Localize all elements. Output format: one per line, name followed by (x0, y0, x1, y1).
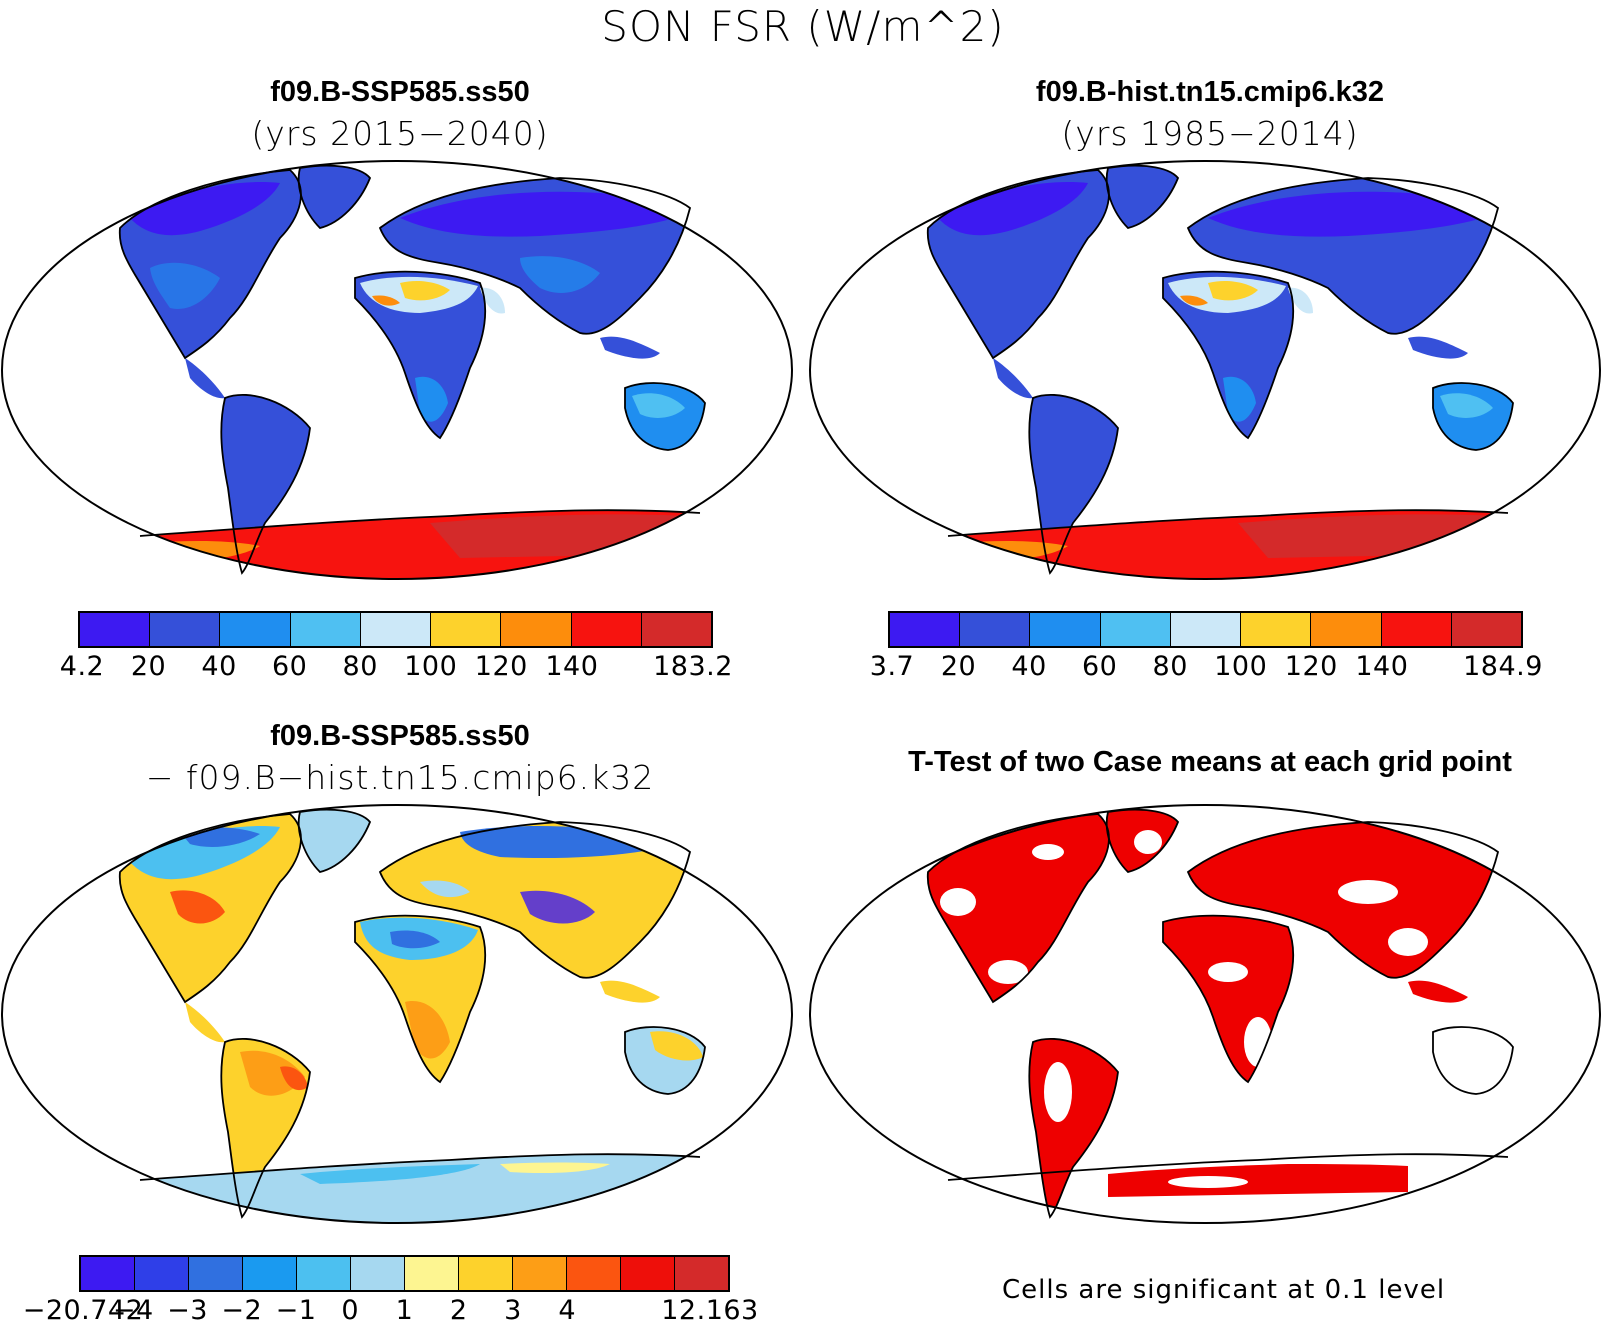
colorbar-segment (80, 613, 151, 646)
colorbar-segment (459, 1257, 513, 1290)
panel1-title: f09.B-SSP585.ss50 (270, 76, 530, 108)
colorbar-tick-label: 120 (1284, 651, 1338, 682)
colorbar-tick-label: 184.9 (1463, 651, 1543, 682)
africa-land (355, 271, 486, 438)
colorbar-segment (1311, 613, 1382, 646)
colorbar-tick-label: 140 (1355, 651, 1409, 682)
colorbar-tick-label: 40 (201, 651, 237, 682)
colorbar-segment (1241, 613, 1312, 646)
colorbar-tick-label: 3 (504, 1295, 522, 1326)
map-panel-2 (809, 160, 1601, 580)
map-panel-4-ttest (809, 804, 1601, 1224)
colorbar-tick-label: 4.2 (59, 651, 105, 682)
significance-note: Cells are significant at 0.1 level (1002, 1275, 1446, 1305)
colorbar-segment (641, 613, 711, 646)
colorbar-tick-label: 1 (395, 1295, 414, 1326)
colorbar-segment (243, 1257, 297, 1290)
colorbar-segment (150, 613, 221, 646)
colorbar-tick-label: 100 (1214, 651, 1268, 682)
colorbar-panel-1 (78, 611, 713, 648)
colorbar-segment (1100, 613, 1171, 646)
panel2-subtitle: (yrs 1985−2014) (1061, 114, 1359, 153)
colorbar-tick-label: 60 (1081, 651, 1118, 682)
colorbar-tick-label: 12.163 (661, 1295, 759, 1326)
colorbar-tick-label: 4 (558, 1295, 577, 1326)
colorbar-tick-label: −2 (221, 1295, 263, 1326)
panel2-title: f09.B-hist.tn15.cmip6.k32 (1035, 76, 1385, 108)
panel3-subtitle: − f09.B−hist.tn15.cmip6.k32 (145, 758, 655, 797)
colorbar-tick-label: 120 (474, 651, 528, 682)
colorbar-segment (189, 1257, 243, 1290)
colorbar-segment (431, 613, 502, 646)
colorbar-segment (675, 1257, 728, 1290)
colorbar-segment (81, 1257, 135, 1290)
colorbar-tick-label: 3.7 (869, 651, 915, 682)
colorbar-segment (960, 613, 1031, 646)
colorbar-segment (351, 1257, 405, 1290)
colorbar-tick-label: 60 (271, 651, 308, 682)
colorbar-tick-label: 183.2 (653, 651, 733, 682)
colorbar-segment (513, 1257, 567, 1290)
colorbar-segment (1030, 613, 1101, 646)
colorbar-tick-label: −1 (275, 1295, 317, 1326)
panel3-title: f09.B-SSP585.ss50 (270, 720, 530, 752)
colorbar-tick-label: −4 (112, 1295, 154, 1326)
colorbar-segment (501, 613, 572, 646)
colorbar-tick-label: 40 (1011, 651, 1047, 682)
colorbar-segment (1381, 613, 1452, 646)
colorbar-tick-label: −20.742 (22, 1295, 144, 1326)
colorbar-tick-label: 20 (130, 651, 167, 682)
panel4-title: T-Test of two Case means at each grid po… (908, 746, 1512, 778)
map-panel-1 (1, 160, 793, 580)
colorbar-tick-label: 140 (545, 651, 599, 682)
greenland-land (298, 165, 370, 228)
colorbar-tick-label: 80 (1152, 651, 1188, 682)
colorbar-segment (135, 1257, 189, 1290)
colorbar-segment (405, 1257, 459, 1290)
colorbar-tick-label: 100 (404, 651, 458, 682)
colorbar-segment (360, 613, 432, 646)
colorbar-segment (621, 1257, 675, 1290)
colorbar-segment (890, 613, 961, 646)
colorbar-tick-label: −3 (167, 1295, 208, 1326)
figure-title: SON FSR (W/m^2) (601, 2, 1005, 51)
colorbar-tick-label: 0 (341, 1295, 360, 1326)
colorbar-tick-label: 2 (449, 1295, 468, 1326)
colorbar-segment (220, 613, 291, 646)
panel1-subtitle: (yrs 2015−2040) (251, 114, 549, 153)
colorbar-tick-label: 80 (342, 651, 378, 682)
colorbar-segment (571, 613, 642, 646)
colorbar-panel-3 (79, 1255, 730, 1292)
colorbar-segment (1170, 613, 1242, 646)
colorbar-segment (567, 1257, 621, 1290)
map-panel-3-difference (1, 804, 793, 1224)
colorbar-segment (1451, 613, 1521, 646)
colorbar-tick-label: 20 (940, 651, 977, 682)
colorbar-panel-2 (888, 611, 1523, 648)
colorbar-segment (297, 1257, 351, 1290)
colorbar-segment (290, 613, 361, 646)
